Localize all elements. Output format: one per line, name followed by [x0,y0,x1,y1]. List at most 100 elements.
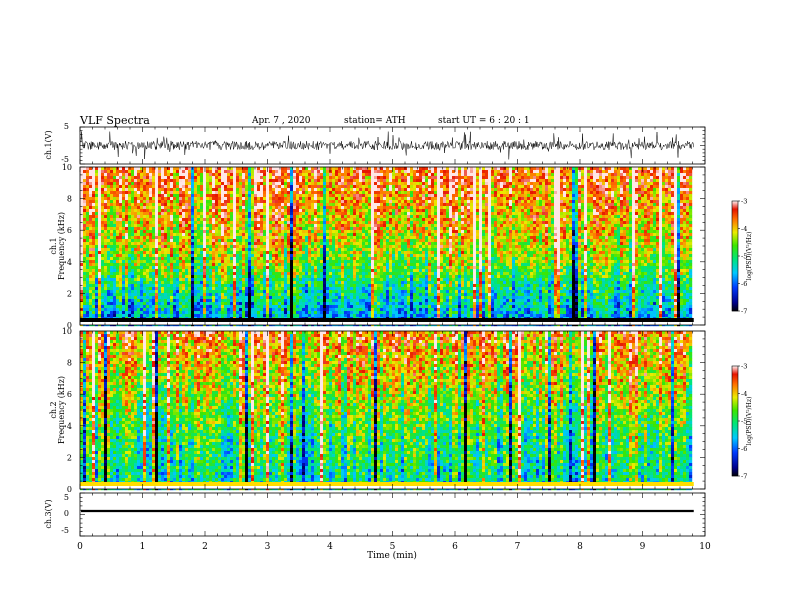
spectrogram-cell [584,236,588,240]
spectrogram-cell [644,206,648,210]
spectrogram-cell [563,215,567,219]
spectrogram-cell [95,200,99,204]
spectrogram-cell [647,215,651,219]
spectrogram-cell [182,200,186,204]
spectrogram-cell [125,188,129,192]
spectrogram-cell [284,215,288,219]
spectrogram-cell [173,170,177,174]
spectrogram-cell [527,173,531,177]
spectrogram-cell [527,182,531,186]
spectrogram-cell [581,203,585,207]
spectrogram-cell [521,227,525,231]
spectrogram-cell [524,185,528,189]
spectrogram-cell [353,215,357,219]
spectrogram-cell [218,182,222,186]
spectrogram-cell [629,197,633,201]
spectrogram-cell [242,200,246,204]
spectrogram-cell [422,176,426,180]
spectrogram-cell [581,218,585,222]
spectrogram-cell [530,200,534,204]
spectrogram-cell [353,212,357,216]
spectrogram-cell [404,200,408,204]
spectrogram-cell [665,176,669,180]
spectrogram-cell [308,182,312,186]
spectrogram-cell [125,179,129,183]
spectrogram-cell [395,209,399,213]
spectrogram-cell [149,191,153,195]
spectrogram-cell [251,200,255,204]
spectrogram-cell [296,173,300,177]
spectrogram-cell [446,194,450,198]
spectrogram-cell [197,215,201,219]
spectrogram-cell [293,227,297,231]
spectrogram-cell [416,173,420,177]
spectrogram-cell [614,176,618,180]
spectrogram-cell [284,185,288,189]
spectrogram-cell [500,197,504,201]
spectrogram-cell [344,194,348,198]
spectrogram-cell [413,188,417,192]
spectrogram-cell [110,212,114,216]
spectrogram-cell [161,206,165,210]
spectrogram-cell [647,227,651,231]
spectrogram-cell [599,185,603,189]
spectrogram-cell [578,218,582,222]
spectrogram-cell [608,197,612,201]
spectrogram-cell [611,197,615,201]
spectrogram-cell [110,215,114,219]
spectrogram-cell [542,191,546,195]
spectrogram-cell [671,224,675,228]
spectrogram-cell [386,215,390,219]
spectrogram-cell [140,206,144,210]
spectrogram-cell [416,197,420,201]
spectrogram-cell [269,200,273,204]
spectrogram-cell [287,227,291,231]
spectrogram-cell [131,215,135,219]
spectrogram-cell [368,227,372,231]
spectrogram-cell [305,203,309,207]
spectrogram-cell [656,176,660,180]
spectrogram-cell [251,179,255,183]
spectrogram-cell [644,215,648,219]
spectrogram-cell [254,173,258,177]
spectrogram-cell [386,236,390,240]
spectrogram-cell [197,212,201,216]
spectrogram-cell [404,206,408,210]
spectrogram-cell [155,167,159,171]
spectrogram-cell [281,176,285,180]
spectrogram-cell [494,236,498,240]
spectrogram-cell [326,233,330,237]
spectrogram-cell [401,176,405,180]
spectrogram-cell [608,179,612,183]
spectrogram-cell [335,200,339,204]
spectrogram-cell [251,191,255,195]
spectrogram-cell [314,191,318,195]
spectrogram-cell [443,191,447,195]
spectrogram-cell [587,221,591,225]
spectrogram-cell [167,236,171,240]
spectrogram-cell [284,191,288,195]
spectrogram-cell [110,227,114,231]
spectrogram-cell [263,182,267,186]
spectrogram-cell [638,197,642,201]
spectrogram-cell [575,209,579,213]
spectrogram-cell [251,224,255,228]
spectrogram-cell [293,197,297,201]
spectrogram-cell [488,191,492,195]
spectrogram-cell [206,233,210,237]
spectrogram-cell [530,170,534,174]
spectrogram-cell [350,218,354,222]
spectrogram-cell [287,185,291,189]
spectrogram-cell [422,218,426,222]
spectrogram-cell [434,224,438,228]
spectrogram-cell [143,218,147,222]
spectrogram-cell [602,176,606,180]
spectrogram-cell [215,197,219,201]
spectrogram-cell [173,197,177,201]
spectrogram-cell [134,215,138,219]
spectrogram-cell [674,176,678,180]
spectrogram-cell [320,182,324,186]
spectrogram-cell [227,182,231,186]
spectrogram-cell [602,194,606,198]
spectrogram-cell [542,200,546,204]
